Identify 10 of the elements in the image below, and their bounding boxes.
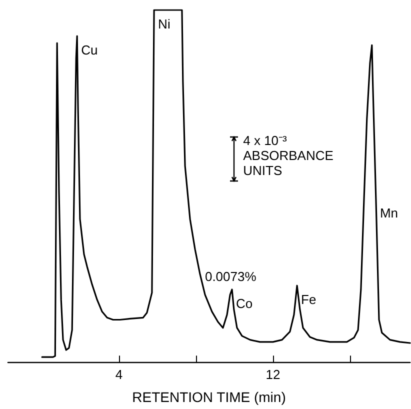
annotation: Co — [236, 296, 253, 311]
annotation: Cu — [81, 42, 98, 58]
x-axis-title: RETENTION TIME (min) — [132, 389, 286, 405]
x-tick-label: 4 — [115, 367, 123, 382]
annotation: Fe — [301, 292, 316, 308]
annotation: Ni — [158, 16, 170, 32]
annotation: 4 x 10⁻³ ABSORBANCE UNITS — [243, 132, 334, 178]
x-tick-label: 12 — [266, 367, 280, 382]
annotation: 0.0073% — [204, 268, 258, 284]
annotation: Mn — [380, 206, 398, 221]
